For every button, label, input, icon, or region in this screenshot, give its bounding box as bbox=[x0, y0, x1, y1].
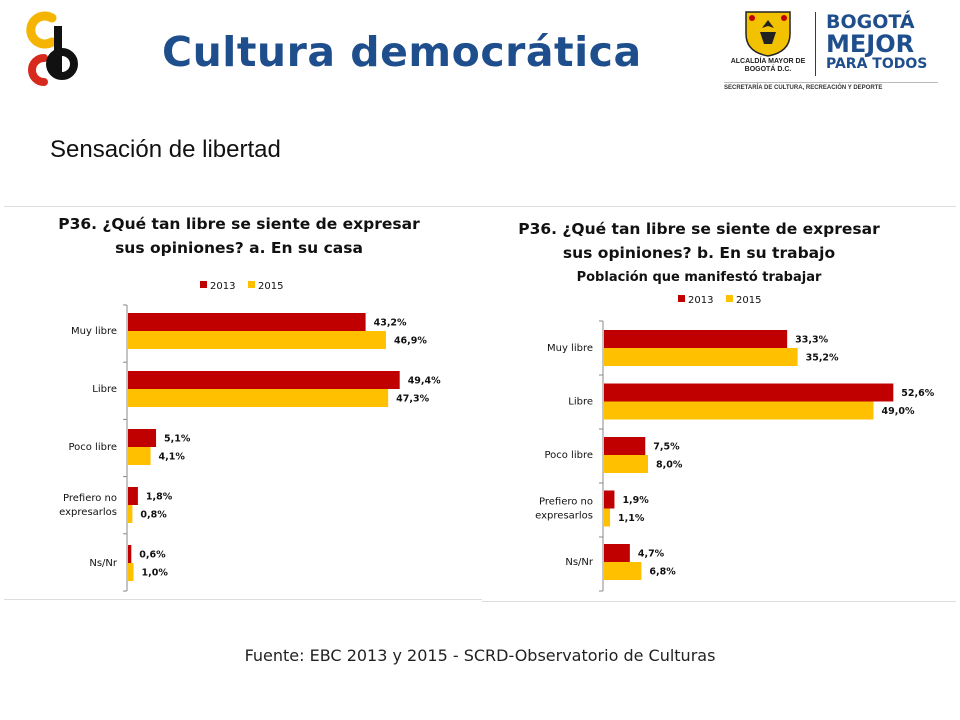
legend-label-2013: 2013 bbox=[210, 281, 235, 292]
bar-2015 bbox=[128, 447, 151, 465]
bar-2015 bbox=[604, 401, 874, 420]
data-label-2013: 5,1% bbox=[164, 434, 191, 445]
alcaldia-bogota-logo: ALCALDÍA MAYOR DE BOGOTÁ D.C. BOGOTÁ MEJ… bbox=[718, 4, 948, 96]
bar-2015 bbox=[604, 455, 648, 473]
bar-2013 bbox=[128, 429, 157, 447]
secretaria-text: SECRETARÍA DE CULTURA, RECREACIÓN Y DEPO… bbox=[724, 85, 883, 91]
bar-2015 bbox=[128, 563, 134, 581]
bar-2015 bbox=[604, 562, 642, 580]
data-label-2015: 47,3% bbox=[396, 394, 429, 405]
data-label-2013: 1,8% bbox=[146, 492, 173, 503]
data-label-2013: 52,6% bbox=[901, 388, 934, 399]
data-label-2013: 0,6% bbox=[139, 550, 166, 561]
bar-2013 bbox=[604, 490, 615, 509]
bar-2015 bbox=[128, 505, 133, 523]
bogota-mejor-logo: BOGOTÁ MEJOR PARA TODOS bbox=[826, 12, 944, 72]
data-label-2013: 49,4% bbox=[408, 376, 441, 387]
source-note: Fuente: EBC 2013 y 2015 - SCRD-Observato… bbox=[244, 646, 716, 665]
chart-title-line: P36. ¿Qué tan libre se siente de expresa… bbox=[58, 215, 420, 233]
chart-work-svg: P36. ¿Qué tan libre se siente de expresa… bbox=[518, 220, 935, 592]
data-label-2015: 1,0% bbox=[142, 568, 169, 579]
logo-divider bbox=[815, 12, 816, 76]
category-label: Muy libre bbox=[547, 343, 593, 354]
legend-label-2015: 2015 bbox=[736, 295, 761, 306]
bar-2013 bbox=[604, 330, 788, 348]
data-label-2015: 0,8% bbox=[140, 510, 167, 521]
category-label: Prefiero no expresarlos bbox=[59, 493, 117, 518]
bar-2013 bbox=[604, 437, 646, 455]
category-label: Ns/Nr bbox=[565, 557, 594, 568]
data-label-2013: 1,9% bbox=[622, 495, 649, 506]
data-label-2015: 1,1% bbox=[618, 513, 645, 524]
data-label-2015: 49,0% bbox=[882, 406, 915, 417]
chart-title-line: sus opiniones? a. En su casa bbox=[115, 239, 363, 257]
chart-panel-work: P36. ¿Qué tan libre se siente de expresa… bbox=[482, 206, 956, 602]
data-label-2013: 33,3% bbox=[795, 335, 828, 346]
bar-2015 bbox=[604, 508, 611, 527]
category-label: Libre bbox=[92, 384, 117, 395]
category-label: Poco libre bbox=[544, 450, 593, 461]
bar-2013 bbox=[128, 487, 138, 505]
category-label: Poco libre bbox=[68, 442, 117, 453]
bar-2013 bbox=[604, 383, 894, 402]
scrd-logo bbox=[18, 8, 80, 92]
legend-swatch-2015 bbox=[248, 281, 255, 288]
category-label: Prefiero no expresarlos bbox=[535, 497, 593, 522]
para-todos-word: PARA TODOS bbox=[826, 56, 928, 72]
mejor-word: MEJOR bbox=[826, 30, 915, 58]
legend-label-2013: 2013 bbox=[688, 295, 713, 306]
data-label-2015: 4,1% bbox=[159, 452, 186, 463]
bar-2013 bbox=[128, 545, 132, 563]
category-label: Libre bbox=[568, 397, 593, 408]
chart-title-line: sus opiniones? b. En su trabajo bbox=[563, 244, 835, 262]
data-label-2015: 46,9% bbox=[394, 336, 427, 347]
bar-2013 bbox=[604, 544, 630, 562]
data-label-2013: 43,2% bbox=[374, 318, 407, 329]
bar-2015 bbox=[604, 348, 798, 366]
data-label-2015: 35,2% bbox=[806, 353, 839, 364]
legend-swatch-2013 bbox=[678, 295, 685, 302]
data-label-2013: 7,5% bbox=[653, 442, 680, 453]
chart-subtitle: Población que manifestó trabajar bbox=[577, 270, 822, 285]
bar-2015 bbox=[128, 389, 389, 407]
data-label-2013: 4,7% bbox=[638, 549, 665, 560]
alcaldia-text: ALCALDÍA MAYOR DE BOGOTÁ D.C. bbox=[730, 58, 806, 73]
logo-underline bbox=[724, 82, 938, 83]
bar-2015 bbox=[128, 331, 386, 349]
chart-title-line: P36. ¿Qué tan libre se siente de expresa… bbox=[518, 220, 880, 238]
page-title: Cultura democrática bbox=[162, 28, 642, 76]
coat-of-arms-icon bbox=[745, 11, 791, 57]
legend-swatch-2015 bbox=[726, 295, 733, 302]
legend-label-2015: 2015 bbox=[258, 281, 283, 292]
bogota-word: BOGOTÁ bbox=[826, 11, 915, 33]
category-label: Ns/Nr bbox=[89, 558, 118, 569]
legend-swatch-2013 bbox=[200, 281, 207, 288]
bar-2013 bbox=[128, 313, 366, 331]
chart-home-svg: P36. ¿Qué tan libre se siente de expresa… bbox=[58, 215, 441, 592]
data-label-2015: 8,0% bbox=[656, 460, 683, 471]
section-subtitle: Sensación de libertad bbox=[50, 136, 281, 163]
category-label: Muy libre bbox=[71, 326, 117, 337]
data-label-2015: 6,8% bbox=[649, 567, 676, 578]
bar-2013 bbox=[128, 371, 400, 389]
chart-panel-home: P36. ¿Qué tan libre se siente de expresa… bbox=[4, 206, 482, 600]
